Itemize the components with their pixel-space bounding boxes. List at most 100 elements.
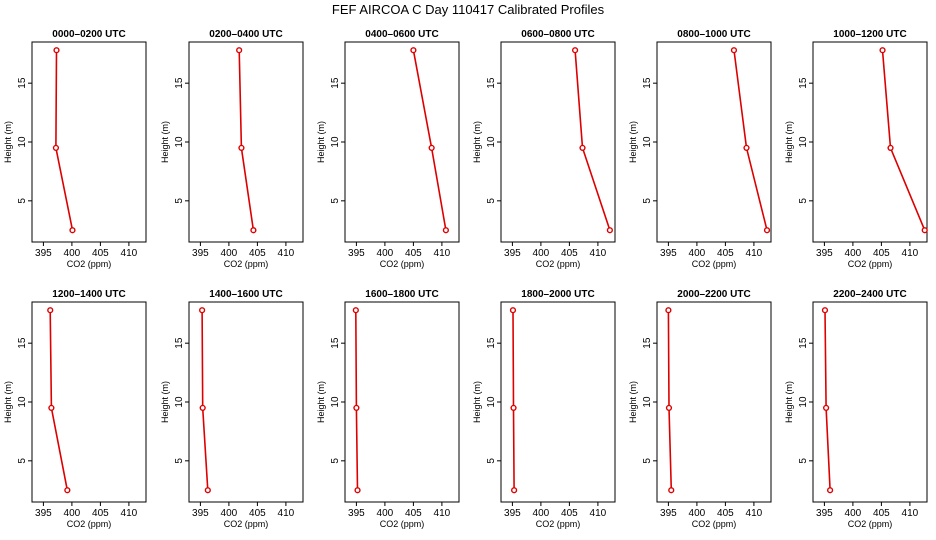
y-axis-label: Height (m) xyxy=(160,121,170,163)
x-tick-label: 400 xyxy=(377,508,394,519)
x-tick-label: 400 xyxy=(845,248,862,259)
profile-panel: 0800–1000 UTC 395 400 405 410 5 10 15 CO2 (ppm) H… xyxy=(628,29,772,269)
x-tick-label: 410 xyxy=(434,248,451,259)
y-tick-label: 10 xyxy=(330,396,341,408)
profile-point xyxy=(879,47,886,54)
y-tick-label: 10 xyxy=(17,136,28,148)
y-tick-label: 10 xyxy=(174,396,185,408)
figure-title: FEF AIRCOA C Day 110417 Calibrated Profi… xyxy=(332,2,605,17)
profile-point xyxy=(410,47,417,54)
x-tick-label: 410 xyxy=(121,248,138,259)
x-tick-label: 410 xyxy=(746,508,763,519)
x-tick-label: 410 xyxy=(590,508,607,519)
x-tick-label: 405 xyxy=(873,508,890,519)
y-axis-label: Height (m) xyxy=(628,121,638,163)
y-tick-label: 5 xyxy=(798,198,809,204)
x-axis-label: CO2 (ppm) xyxy=(224,259,269,269)
profile-point xyxy=(511,487,518,494)
x-tick-label: 395 xyxy=(816,248,833,259)
y-axis-label: Height (m) xyxy=(160,381,170,423)
plot-frame xyxy=(344,301,460,503)
profile-panel: 0600–0800 UTC 395 400 405 410 5 10 15 CO2 (ppm) H… xyxy=(472,29,616,269)
panel-title: 0000–0200 UTC xyxy=(52,29,125,40)
profile-line xyxy=(667,310,673,491)
x-tick-label: 400 xyxy=(533,248,550,259)
y-tick-label: 5 xyxy=(17,458,28,464)
profile-point xyxy=(571,47,579,54)
x-tick-label: 405 xyxy=(405,508,422,519)
x-tick-label: 400 xyxy=(689,508,706,519)
profile-point xyxy=(509,307,517,314)
panel-title: 2000–2200 UTC xyxy=(677,289,750,300)
plot-frame xyxy=(812,41,928,243)
x-tick-label: 410 xyxy=(278,508,295,519)
x-axis-label: CO2 (ppm) xyxy=(848,259,893,269)
profile-point xyxy=(204,487,211,494)
profile-panel: 0000–0200 UTC 395 400 405 410 5 10 15 CO2 (ppm) H… xyxy=(3,29,147,269)
x-axis-label: CO2 (ppm) xyxy=(380,519,425,529)
x-tick-label: 395 xyxy=(504,508,521,519)
y-tick-label: 15 xyxy=(798,77,809,89)
panel-title: 2200–2400 UTC xyxy=(833,289,906,300)
y-tick-label: 10 xyxy=(798,136,809,148)
profile-line xyxy=(881,50,926,231)
x-tick-label: 400 xyxy=(221,508,238,519)
x-axis-label: CO2 (ppm) xyxy=(692,519,737,529)
x-tick-label: 395 xyxy=(660,508,677,519)
profile-line xyxy=(824,310,831,491)
plot-frame xyxy=(500,301,616,503)
profile-point xyxy=(826,487,834,494)
x-tick-label: 400 xyxy=(64,508,81,519)
x-tick-label: 405 xyxy=(561,248,578,259)
panel-title: 0800–1000 UTC xyxy=(677,29,750,40)
profile-point xyxy=(53,47,60,54)
profile-point xyxy=(821,307,829,314)
profile-panel: 0200–0400 UTC 395 400 405 410 5 10 15 CO2 (ppm) H… xyxy=(160,29,304,269)
plot-frame xyxy=(812,301,928,503)
profile-point xyxy=(354,487,361,494)
y-tick-label: 15 xyxy=(642,337,653,349)
profile-point xyxy=(69,227,76,234)
profile-point xyxy=(236,47,243,54)
x-tick-label: 400 xyxy=(533,508,550,519)
profile-point xyxy=(763,227,771,234)
profile-line xyxy=(238,50,255,231)
y-axis-label: Height (m) xyxy=(316,121,326,163)
y-axis-label: Height (m) xyxy=(472,381,482,423)
x-tick-label: 395 xyxy=(192,508,209,519)
y-tick-label: 15 xyxy=(174,77,185,89)
profile-line xyxy=(355,310,359,491)
y-axis-label: Height (m) xyxy=(3,121,13,163)
profile-point xyxy=(352,307,359,314)
profile-point xyxy=(579,144,586,151)
profile-point xyxy=(606,227,613,234)
x-tick-label: 395 xyxy=(35,248,52,259)
x-tick-label: 410 xyxy=(746,248,763,259)
y-tick-label: 10 xyxy=(642,396,653,408)
x-tick-label: 405 xyxy=(561,508,578,519)
panel-title: 0400–0600 UTC xyxy=(365,29,438,40)
y-axis-label: Height (m) xyxy=(628,381,638,423)
x-axis-label: CO2 (ppm) xyxy=(536,259,581,269)
y-axis-label: Height (m) xyxy=(3,381,13,423)
profile-point xyxy=(442,227,449,234)
x-tick-label: 405 xyxy=(249,508,266,519)
x-tick-label: 410 xyxy=(434,508,451,519)
profile-panel: 1800–2000 UTC 395 400 405 410 5 10 15 CO2 (ppm) H… xyxy=(472,289,616,529)
x-tick-label: 410 xyxy=(590,248,607,259)
y-tick-label: 5 xyxy=(642,458,653,464)
y-tick-label: 15 xyxy=(174,337,185,349)
x-tick-label: 410 xyxy=(278,248,295,259)
profile-line xyxy=(733,50,768,231)
plot-frame xyxy=(656,301,772,503)
x-tick-label: 395 xyxy=(504,248,521,259)
profile-point xyxy=(52,144,60,151)
y-tick-label: 5 xyxy=(486,458,497,464)
x-tick-label: 410 xyxy=(902,248,919,259)
y-axis-label: Height (m) xyxy=(316,381,326,423)
y-tick-label: 5 xyxy=(174,198,185,204)
panel-title: 1600–1800 UTC xyxy=(365,289,438,300)
profile-panel: 2000–2200 UTC 395 400 405 410 5 10 15 CO2 (ppm) H… xyxy=(628,289,772,529)
y-tick-label: 5 xyxy=(642,198,653,204)
x-axis-label: CO2 (ppm) xyxy=(692,259,737,269)
